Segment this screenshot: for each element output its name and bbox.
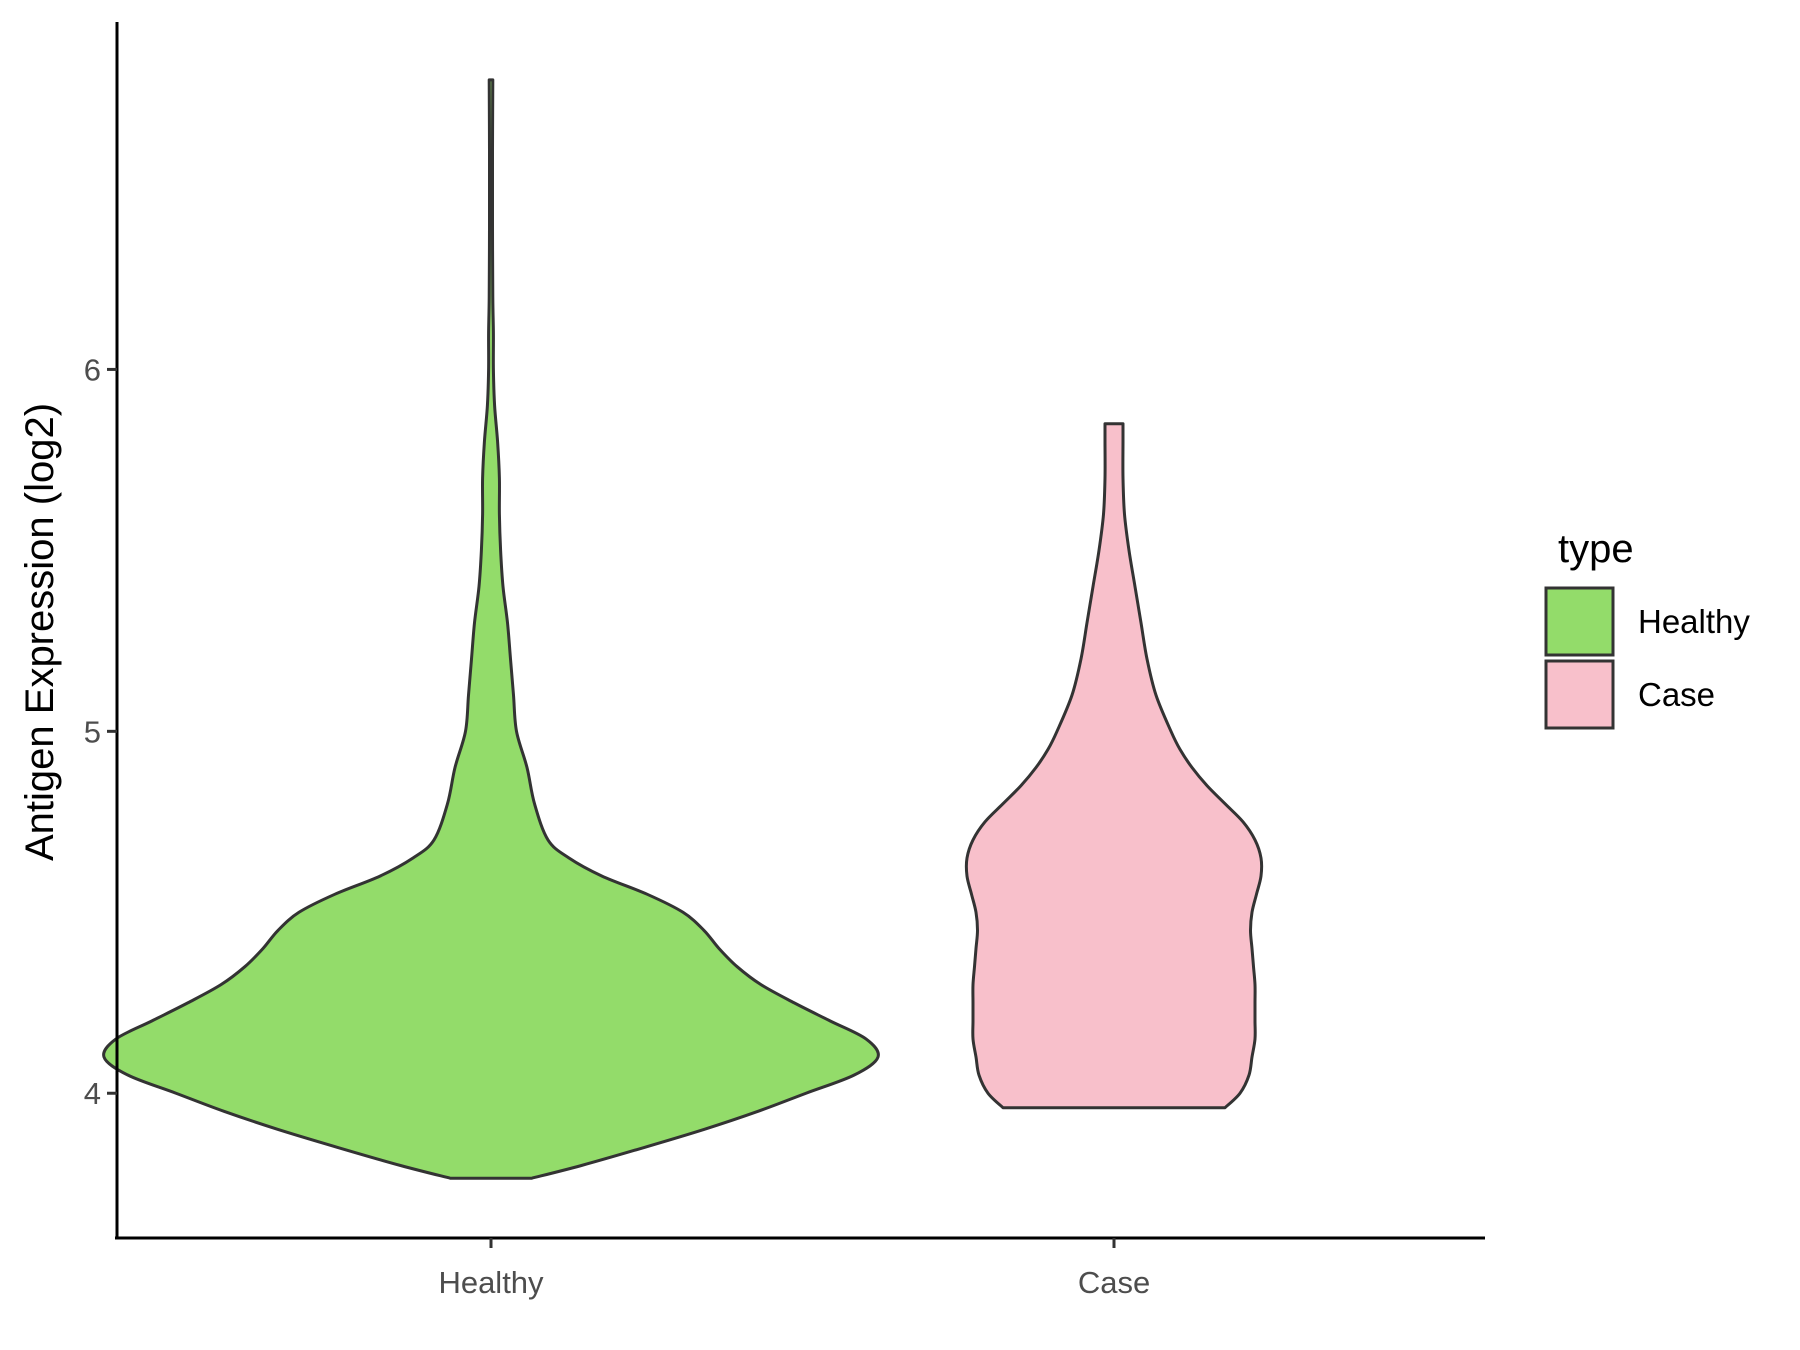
y-tick-label: 4: [84, 1076, 101, 1111]
legend: type Healthy Case: [1544, 527, 1750, 730]
legend-key-healthy: [1544, 586, 1615, 657]
x-tick-label: Healthy: [438, 1265, 544, 1300]
legend-label: Case: [1638, 676, 1715, 713]
legend-label: Healthy: [1638, 603, 1750, 640]
y-ticks-layer: 4 5 6: [84, 352, 117, 1111]
x-ticks-layer: Healthy Case: [438, 1238, 1150, 1300]
violins-layer: [102, 78, 1264, 1180]
y-tick-label: 6: [84, 352, 101, 387]
violin-case: [964, 422, 1264, 1110]
legend-title: type: [1558, 527, 1634, 571]
legend-key-case: [1544, 659, 1615, 730]
x-tick-label: Case: [1078, 1265, 1150, 1300]
violin-healthy: [102, 78, 880, 1180]
y-axis-title: Antigen Expression (log2): [18, 403, 62, 861]
axes-layer: [115, 22, 1485, 1240]
y-tick-label: 5: [84, 714, 101, 749]
